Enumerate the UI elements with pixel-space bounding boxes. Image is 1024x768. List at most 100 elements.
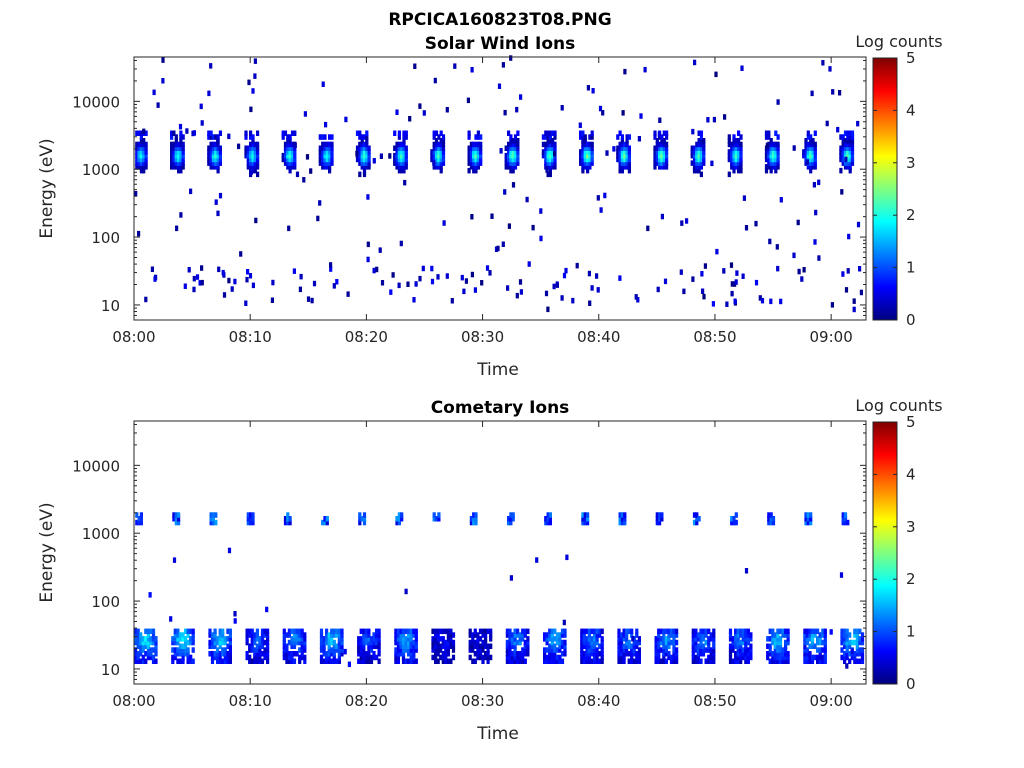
heatmap-cell <box>622 658 626 664</box>
heatmap-cell <box>253 58 257 64</box>
heatmap-cell <box>360 156 364 163</box>
heatmap-cell <box>808 658 812 664</box>
heatmap-cell <box>697 130 701 136</box>
heatmap-cell <box>665 156 669 163</box>
heatmap-cell <box>850 160 855 166</box>
heatmap-cell <box>701 636 706 642</box>
heatmap-cell <box>250 643 254 649</box>
heatmap-cell <box>734 643 738 649</box>
heatmap-cell <box>850 149 855 155</box>
heatmap-cell <box>253 647 257 653</box>
heatmap-cell <box>441 643 445 649</box>
heatmap-cell <box>476 130 480 136</box>
heatmap-cell <box>323 149 327 155</box>
heatmap-cell <box>404 643 408 649</box>
heatmap-cell <box>503 189 507 195</box>
heatmap-cell <box>173 632 177 638</box>
heatmap-cell <box>691 636 695 642</box>
heatmap-cell <box>369 636 374 642</box>
heatmap-cell <box>148 592 152 598</box>
heatmap-cell <box>553 134 557 140</box>
heatmap-cell <box>481 639 485 646</box>
heatmap-cell <box>692 512 697 518</box>
heatmap-cell <box>654 639 658 646</box>
heatmap-cell <box>439 130 443 136</box>
heatmap-cell <box>545 654 549 661</box>
heatmap-cell <box>395 164 399 170</box>
heatmap-cell <box>216 636 220 642</box>
heatmap-cell <box>293 142 297 148</box>
heatmap-cell <box>364 658 368 664</box>
heatmap-cell <box>551 141 555 148</box>
heatmap-cell <box>221 658 225 664</box>
heatmap-cell <box>441 654 445 661</box>
heatmap-cell <box>553 145 557 151</box>
heatmap-cell <box>355 145 360 151</box>
heatmap-cell <box>507 164 511 170</box>
heatmap-cell <box>181 156 185 163</box>
heatmap-cell <box>434 658 438 664</box>
heatmap-cell <box>292 268 296 274</box>
heatmap-cell <box>696 632 700 638</box>
heatmap-cell <box>176 636 180 642</box>
heatmap-cell <box>625 141 629 148</box>
heatmap-cell <box>655 145 659 151</box>
heatmap-cell <box>695 164 699 170</box>
heatmap-cell <box>699 134 703 140</box>
heatmap-cell <box>479 149 483 155</box>
heatmap-cell <box>546 130 550 136</box>
heatmap-cell <box>253 654 257 661</box>
heatmap-cell <box>625 138 629 144</box>
heatmap-cell <box>446 643 450 649</box>
heatmap-cell <box>337 654 341 661</box>
heatmap-cell <box>691 658 695 664</box>
heatmap-cell <box>173 628 177 635</box>
heatmap-cell <box>176 647 180 653</box>
heatmap-cell <box>736 639 740 646</box>
heatmap-cell <box>409 654 413 661</box>
heatmap-cell <box>469 164 473 170</box>
heatmap-cell <box>730 145 734 151</box>
heatmap-cell <box>437 516 441 522</box>
heatmap-cell <box>176 639 180 646</box>
heatmap-cell <box>583 512 587 518</box>
heatmap-cell <box>141 647 145 653</box>
heatmap-cell <box>432 134 436 140</box>
heatmap-cell <box>441 628 445 635</box>
heatmap-cell <box>516 149 520 155</box>
heatmap-cell <box>662 651 666 657</box>
heatmap-cell <box>739 160 743 166</box>
heatmap-cell <box>858 266 862 272</box>
heatmap-cell <box>325 628 329 635</box>
heatmap-cell <box>449 643 453 649</box>
heatmap-cell <box>634 294 638 300</box>
x-tick-label: 08:00 <box>112 328 155 346</box>
heatmap-cell <box>218 156 222 163</box>
heatmap-cell <box>365 141 369 148</box>
heatmap-cell <box>746 628 750 635</box>
heatmap-cell <box>853 651 857 657</box>
heatmap-cell <box>637 651 641 657</box>
heatmap-cell <box>394 647 398 653</box>
heatmap-cell <box>821 647 825 653</box>
heatmap-cell <box>521 628 525 635</box>
heatmap-cell <box>821 632 825 638</box>
heatmap-cell <box>660 160 664 166</box>
heatmap-cell <box>658 117 662 123</box>
heatmap-cell <box>139 651 143 657</box>
heatmap-cell <box>362 156 367 163</box>
heatmap-cell <box>434 164 439 170</box>
heatmap-cell <box>139 164 143 170</box>
heatmap-cell <box>518 654 522 661</box>
heatmap-cell <box>727 156 731 163</box>
heatmap-cell <box>764 167 769 174</box>
heatmap-cell <box>776 141 780 148</box>
heatmap-cell <box>655 516 659 522</box>
heatmap-cell <box>283 141 288 148</box>
heatmap-cell <box>618 141 622 148</box>
heatmap-cell <box>486 628 490 635</box>
y-tick-label: 10 <box>101 297 120 315</box>
heatmap-cell <box>290 636 294 642</box>
heatmap-cell <box>541 152 545 159</box>
heatmap-cell <box>391 272 395 278</box>
